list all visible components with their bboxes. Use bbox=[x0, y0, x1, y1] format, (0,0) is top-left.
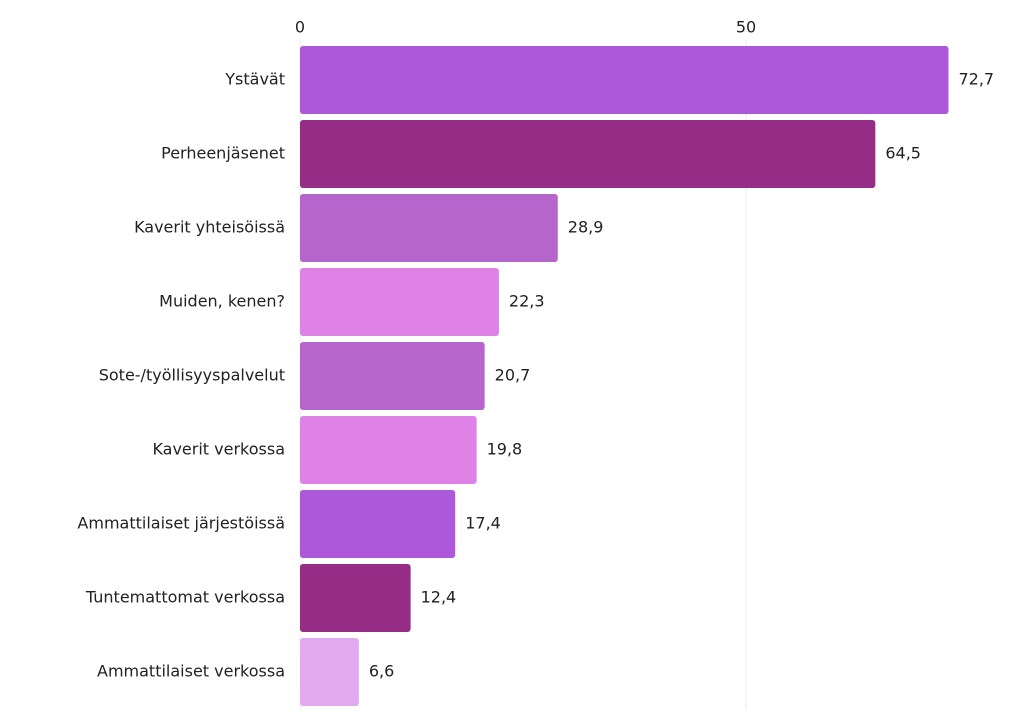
bar bbox=[300, 416, 477, 484]
bar bbox=[300, 564, 411, 632]
value-label: 12,4 bbox=[421, 588, 457, 607]
y-tick-label: Ammattilaiset järjestöissä bbox=[77, 514, 285, 533]
y-tick-label: Kaverit yhteisöissä bbox=[134, 218, 285, 237]
value-label: 20,7 bbox=[495, 366, 531, 385]
bar bbox=[300, 194, 558, 262]
value-label: 22,3 bbox=[509, 292, 545, 311]
value-label: 17,4 bbox=[465, 514, 501, 533]
bar bbox=[300, 342, 485, 410]
y-tick-label: Ystävät bbox=[224, 70, 285, 89]
x-tick-label: 50 bbox=[736, 18, 756, 37]
bar bbox=[300, 120, 876, 188]
y-tick-label: Ammattilaiset verkossa bbox=[97, 662, 285, 681]
value-label: 64,5 bbox=[885, 144, 921, 163]
bar bbox=[300, 46, 949, 114]
bar bbox=[300, 638, 359, 706]
bar bbox=[300, 268, 499, 336]
value-label: 72,7 bbox=[958, 70, 994, 89]
bar bbox=[300, 490, 456, 558]
y-tick-label: Perheenjäsenet bbox=[161, 144, 285, 163]
y-tick-label: Kaverit verkossa bbox=[152, 440, 285, 459]
value-label: 6,6 bbox=[369, 662, 394, 681]
y-tick-label: Muiden, kenen? bbox=[159, 292, 285, 311]
x-tick-label: 0 bbox=[295, 18, 305, 37]
y-tick-label: Sote-/työllisyyspalvelut bbox=[99, 366, 285, 385]
y-tick-label: Tuntemattomat verkossa bbox=[85, 588, 285, 607]
value-label: 28,9 bbox=[568, 218, 604, 237]
value-label: 19,8 bbox=[487, 440, 523, 459]
